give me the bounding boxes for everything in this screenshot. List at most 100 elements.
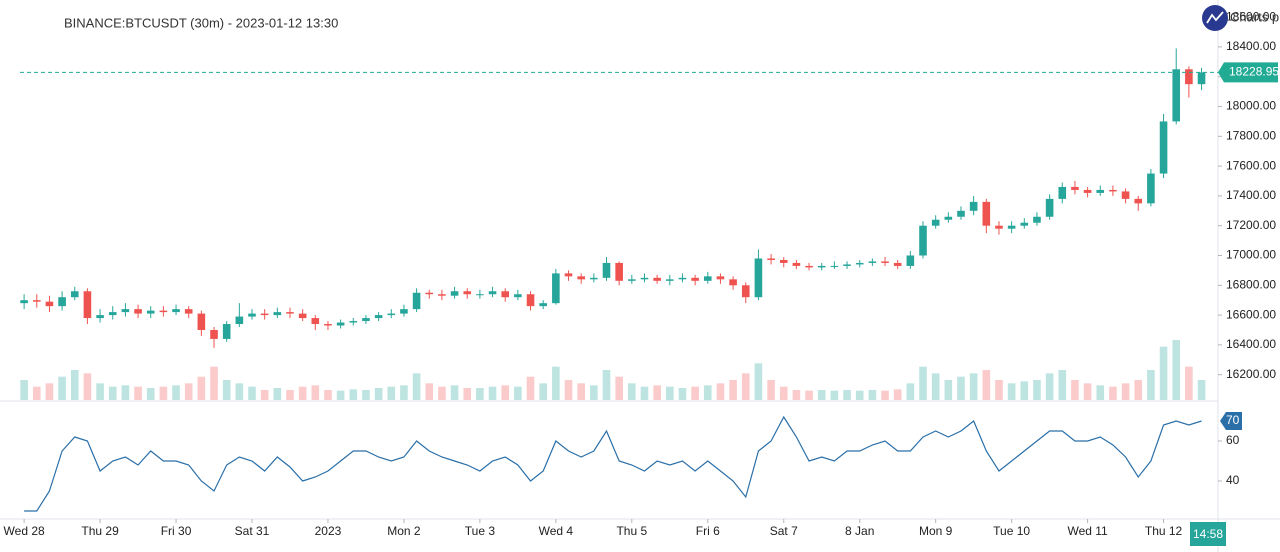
y-tick-label: 17200.00 — [1226, 218, 1276, 232]
candle-body — [425, 292, 434, 295]
candle-body — [248, 313, 256, 317]
candle-body — [311, 318, 320, 325]
candle-body — [754, 258, 763, 298]
y-tick-label: 40 — [1226, 473, 1240, 487]
candle-body — [792, 262, 801, 266]
candle-body — [805, 265, 813, 268]
volume-bar — [121, 385, 130, 400]
y-tick-label: 18600.00 — [1226, 9, 1276, 23]
volume-bar — [146, 388, 155, 400]
volume-bar — [96, 383, 104, 400]
volume-bar — [653, 385, 661, 400]
candle-body — [957, 210, 965, 217]
candle-body — [476, 294, 484, 296]
volume-bar — [526, 376, 535, 400]
candle-body — [931, 219, 940, 226]
volume-bar — [931, 373, 940, 400]
y-tick-label: 16800.00 — [1226, 277, 1276, 291]
volume-bar — [1109, 386, 1117, 400]
volume-bar — [463, 388, 472, 400]
candle-body — [1007, 225, 1016, 229]
y-tick-label: 60 — [1226, 433, 1240, 447]
volume-bar — [1045, 373, 1054, 400]
candle-body — [919, 225, 927, 256]
volume-bar — [222, 380, 231, 400]
x-tick-label: Tue 3 — [465, 524, 496, 538]
candle-body — [881, 261, 889, 263]
volume-bar — [577, 383, 585, 400]
candle-body — [197, 313, 206, 330]
y-tick-label: 17400.00 — [1226, 188, 1276, 202]
volume-bar — [691, 386, 699, 400]
volume-bar — [843, 390, 851, 400]
candle-body — [615, 262, 623, 281]
candle-body — [45, 301, 54, 307]
candle-body — [336, 322, 345, 326]
candle-body — [691, 277, 699, 281]
volume-bar — [767, 380, 775, 400]
x-tick-label: Thu 12 — [1145, 524, 1183, 538]
candle-body — [703, 276, 712, 281]
volume-bar — [805, 390, 813, 400]
candle-body — [868, 261, 877, 263]
volume-bar — [1033, 380, 1041, 400]
volume-bar — [552, 366, 560, 400]
volume-bar — [412, 373, 421, 400]
candle-body — [514, 294, 522, 298]
candle-body — [273, 312, 282, 316]
y-tick-label: 16400.00 — [1226, 337, 1276, 351]
x-tick-label: Thu 29 — [81, 524, 119, 538]
volume-bar — [286, 390, 294, 400]
x-tick-label: Wed 4 — [539, 524, 574, 538]
volume-bar — [982, 370, 991, 400]
candle-body — [172, 309, 180, 313]
indicator-badge — [1220, 412, 1242, 430]
volume-bar — [184, 383, 193, 400]
candle-body — [298, 313, 307, 319]
volume-bar — [1197, 380, 1206, 400]
volume-bar — [374, 388, 383, 400]
candle-body — [108, 312, 117, 316]
volume-bar — [640, 386, 649, 400]
candle-body — [564, 273, 573, 277]
candle-body — [741, 285, 750, 298]
volume-bar — [741, 373, 750, 400]
candle-body — [121, 309, 130, 313]
volume-bar — [1007, 383, 1016, 400]
y-tick-label: 18000.00 — [1226, 99, 1276, 113]
time-label: 14:58 — [1193, 527, 1223, 541]
candle-body — [590, 277, 598, 280]
candle-body — [134, 309, 142, 314]
candle-body — [349, 321, 358, 323]
candle-body — [1096, 189, 1105, 193]
volume-bar — [70, 370, 79, 400]
volume-bar — [716, 383, 725, 400]
last-price-label: 18228.95 — [1229, 65, 1279, 79]
y-tick-label: 17800.00 — [1226, 128, 1276, 142]
candle-body — [817, 265, 826, 268]
volume-bar — [590, 385, 598, 400]
candle-body — [400, 309, 408, 314]
volume-bar — [703, 385, 712, 400]
volume-bar — [817, 390, 826, 400]
chart-title: BINANCE:BTCUSDT (30m) - 2023-01-12 13:30 — [64, 15, 338, 30]
candle-body — [1058, 186, 1067, 199]
candle-body — [640, 277, 649, 280]
volume-bar — [273, 388, 282, 400]
volume-bar — [387, 386, 396, 400]
x-tick-label: Mon 9 — [919, 524, 953, 538]
logo-text: Charts p — [1230, 9, 1279, 24]
volume-bar — [159, 386, 168, 400]
candle-body — [1147, 173, 1155, 204]
logo-icon — [1206, 11, 1224, 24]
candle-body — [70, 291, 79, 298]
volume-bar — [666, 386, 674, 400]
candle-body — [146, 310, 155, 314]
candle-body — [906, 255, 915, 266]
candle-body — [779, 259, 788, 263]
volume-bar — [1058, 370, 1067, 400]
x-tick-label: Wed 11 — [1067, 524, 1108, 538]
candle-body — [1185, 69, 1193, 85]
time-badge — [1190, 522, 1226, 546]
candle-body — [995, 225, 1003, 229]
